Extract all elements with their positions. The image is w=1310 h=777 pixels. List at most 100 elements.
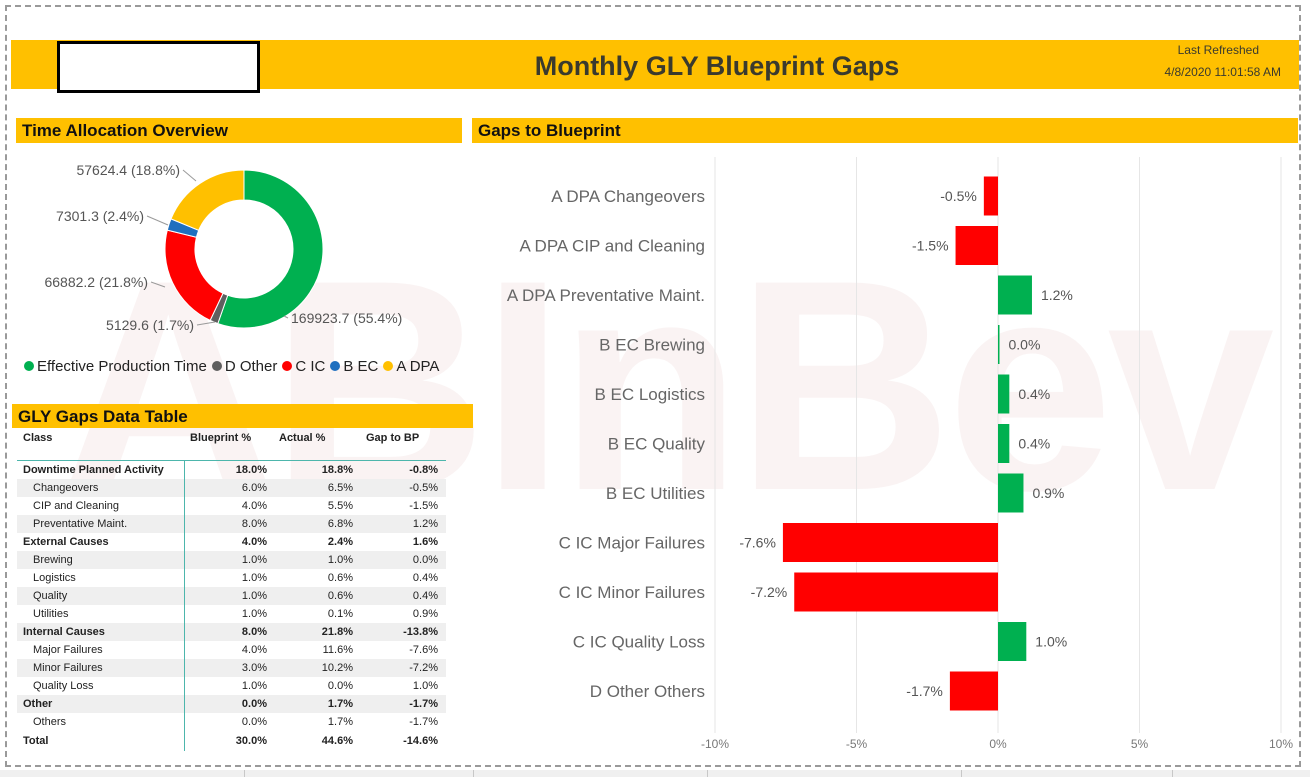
section-time-allocation: Time Allocation Overview [16, 118, 462, 143]
bar-data-label: -7.6% [739, 535, 776, 551]
last-refreshed-time: 4/8/2020 11:01:58 AM [1164, 65, 1281, 79]
legend-label: D Other [224, 358, 278, 375]
table-row[interactable]: Downtime Planned Activity 18.0% 18.8% -0.8% [17, 460, 446, 479]
bar[interactable] [983, 176, 998, 216]
class-cell: Internal Causes [17, 623, 185, 641]
bar-data-label: 0.0% [1009, 337, 1041, 353]
col-header-actual[interactable]: Actual % [279, 432, 326, 444]
legend-item[interactable]: C IC [282, 358, 325, 375]
section-data-table: GLY Gaps Data Table [12, 404, 473, 428]
legend-dot-icon [24, 361, 34, 371]
bottom-scroll-strip [0, 770, 1310, 777]
table-row[interactable]: Other 0.0% 1.7% -1.7% [17, 695, 446, 713]
gap-cell: -7.2% [361, 659, 446, 677]
class-cell: Other [17, 695, 185, 713]
bar[interactable] [998, 622, 1027, 661]
gap-cell: -14.6% [403, 735, 438, 747]
actual-cell: 44.6% [321, 735, 353, 747]
bar[interactable] [998, 325, 1000, 364]
actual-cell: 6.8% [275, 515, 361, 533]
gap-cell: -0.5% [361, 479, 446, 497]
table-row[interactable]: Internal Causes 8.0% 21.8% -13.8% [17, 623, 446, 641]
table-row[interactable]: Others 0.0% 1.7% -1.7% [17, 713, 446, 731]
legend-item[interactable]: Effective Production Time [24, 358, 207, 375]
table-row[interactable]: Brewing 1.0% 1.0% 0.0% [17, 551, 446, 569]
x-tick-label: 10% [1269, 737, 1293, 751]
class-cell: Minor Failures [17, 659, 185, 677]
donut-legend: Effective Production Time D Other C IC B EC… [24, 358, 444, 375]
table-row[interactable]: Preventative Maint. 8.0% 6.8% 1.2% [17, 515, 446, 533]
blueprint-cell: 8.0% [184, 623, 275, 641]
table-row[interactable]: Total 30.0% 44.6% -14.6% [17, 731, 446, 751]
bar-data-label: 0.9% [1032, 485, 1064, 501]
legend-item[interactable]: D Other [211, 358, 278, 375]
table-row[interactable]: Quality Loss 1.0% 0.0% 1.0% [17, 677, 446, 695]
table-row[interactable]: Minor Failures 3.0% 10.2% -7.2% [17, 659, 446, 677]
table-row[interactable]: Major Failures 4.0% 11.6% -7.6% [17, 641, 446, 659]
last-refreshed-label: Last Refreshed [1177, 43, 1259, 57]
blueprint-cell: 4.0% [241, 536, 267, 548]
bar-data-label: -0.5% [940, 188, 977, 204]
blueprint-cell: 3.0% [184, 659, 275, 677]
bar-data-label: -1.7% [906, 683, 943, 699]
blueprint-cell: 1.0% [241, 680, 267, 692]
class-cell: Others [17, 713, 185, 731]
blueprint-cell: 6.0% [184, 479, 275, 497]
bar[interactable] [998, 473, 1024, 513]
category-label: C IC Minor Failures [559, 583, 705, 602]
donut-leader-line [182, 169, 197, 182]
category-label: A DPA Changeovers [551, 187, 705, 206]
bar[interactable] [794, 572, 998, 612]
table-row[interactable]: External Causes 4.0% 2.4% 1.6% [17, 533, 446, 551]
table-row[interactable]: CIP and Cleaning 4.0% 5.5% -1.5% [17, 497, 446, 515]
class-cell: Downtime Planned Activity [17, 460, 185, 479]
legend-label: C IC [295, 358, 326, 375]
class-cell: Brewing [17, 551, 185, 569]
legend-item[interactable]: A DPA [383, 358, 439, 375]
bar[interactable] [955, 226, 998, 265]
table-row[interactable]: Utilities 1.0% 0.1% 0.9% [17, 605, 446, 623]
actual-cell: 0.0% [327, 680, 353, 692]
blueprint-cell: 8.0% [184, 515, 275, 533]
category-label: B EC Brewing [599, 336, 705, 355]
bar-data-label: 0.4% [1018, 386, 1050, 402]
donut-leader-line [150, 281, 166, 288]
actual-cell: 18.8% [275, 460, 361, 479]
actual-cell: 0.6% [275, 587, 361, 605]
col-header-class[interactable]: Class [23, 432, 53, 444]
donut-slice[interactable] [170, 169, 245, 231]
class-cell: Quality Loss [17, 677, 185, 695]
bar-data-label: 1.0% [1035, 634, 1067, 650]
bar[interactable] [998, 424, 1010, 463]
category-label: A DPA Preventative Maint. [507, 286, 705, 305]
blueprint-cell: 4.0% [241, 500, 267, 512]
table-row[interactable]: Logistics 1.0% 0.6% 0.4% [17, 569, 446, 587]
category-label: D Other Others [590, 682, 705, 701]
donut-chart[interactable]: 169923.7 (55.4%) 5129.6 (1.7%) 66882.2 (21… [0, 0, 480, 400]
blueprint-cell: 0.0% [184, 695, 275, 713]
class-cell: Quality [17, 587, 185, 605]
table-row[interactable]: Changeovers 6.0% 6.5% -0.5% [17, 479, 446, 497]
x-tick-label: -10% [701, 737, 729, 751]
x-tick-label: 0% [989, 737, 1007, 751]
x-tick-label: 5% [1131, 737, 1149, 751]
table-row[interactable]: Quality 1.0% 0.6% 0.4% [17, 587, 446, 605]
gap-cell: 0.9% [412, 608, 438, 620]
gap-cell: -7.6% [409, 644, 438, 656]
bar[interactable] [782, 523, 998, 562]
bar[interactable] [998, 374, 1010, 414]
bar[interactable] [998, 275, 1032, 315]
donut-slice[interactable] [217, 169, 324, 329]
col-header-blueprint[interactable]: Blueprint % [190, 432, 252, 444]
blueprint-cell: 30.0% [235, 735, 267, 747]
actual-cell: 10.2% [275, 659, 361, 677]
legend-item[interactable]: B EC [330, 358, 378, 375]
actual-cell: 5.5% [327, 500, 353, 512]
actual-cell: 11.6% [322, 644, 353, 656]
blueprint-cell: 18.0% [184, 460, 275, 479]
bar[interactable] [949, 671, 998, 711]
class-cell: External Causes [17, 533, 185, 551]
col-header-gap[interactable]: Gap to BP [366, 432, 420, 444]
logo-placeholder [57, 41, 260, 93]
